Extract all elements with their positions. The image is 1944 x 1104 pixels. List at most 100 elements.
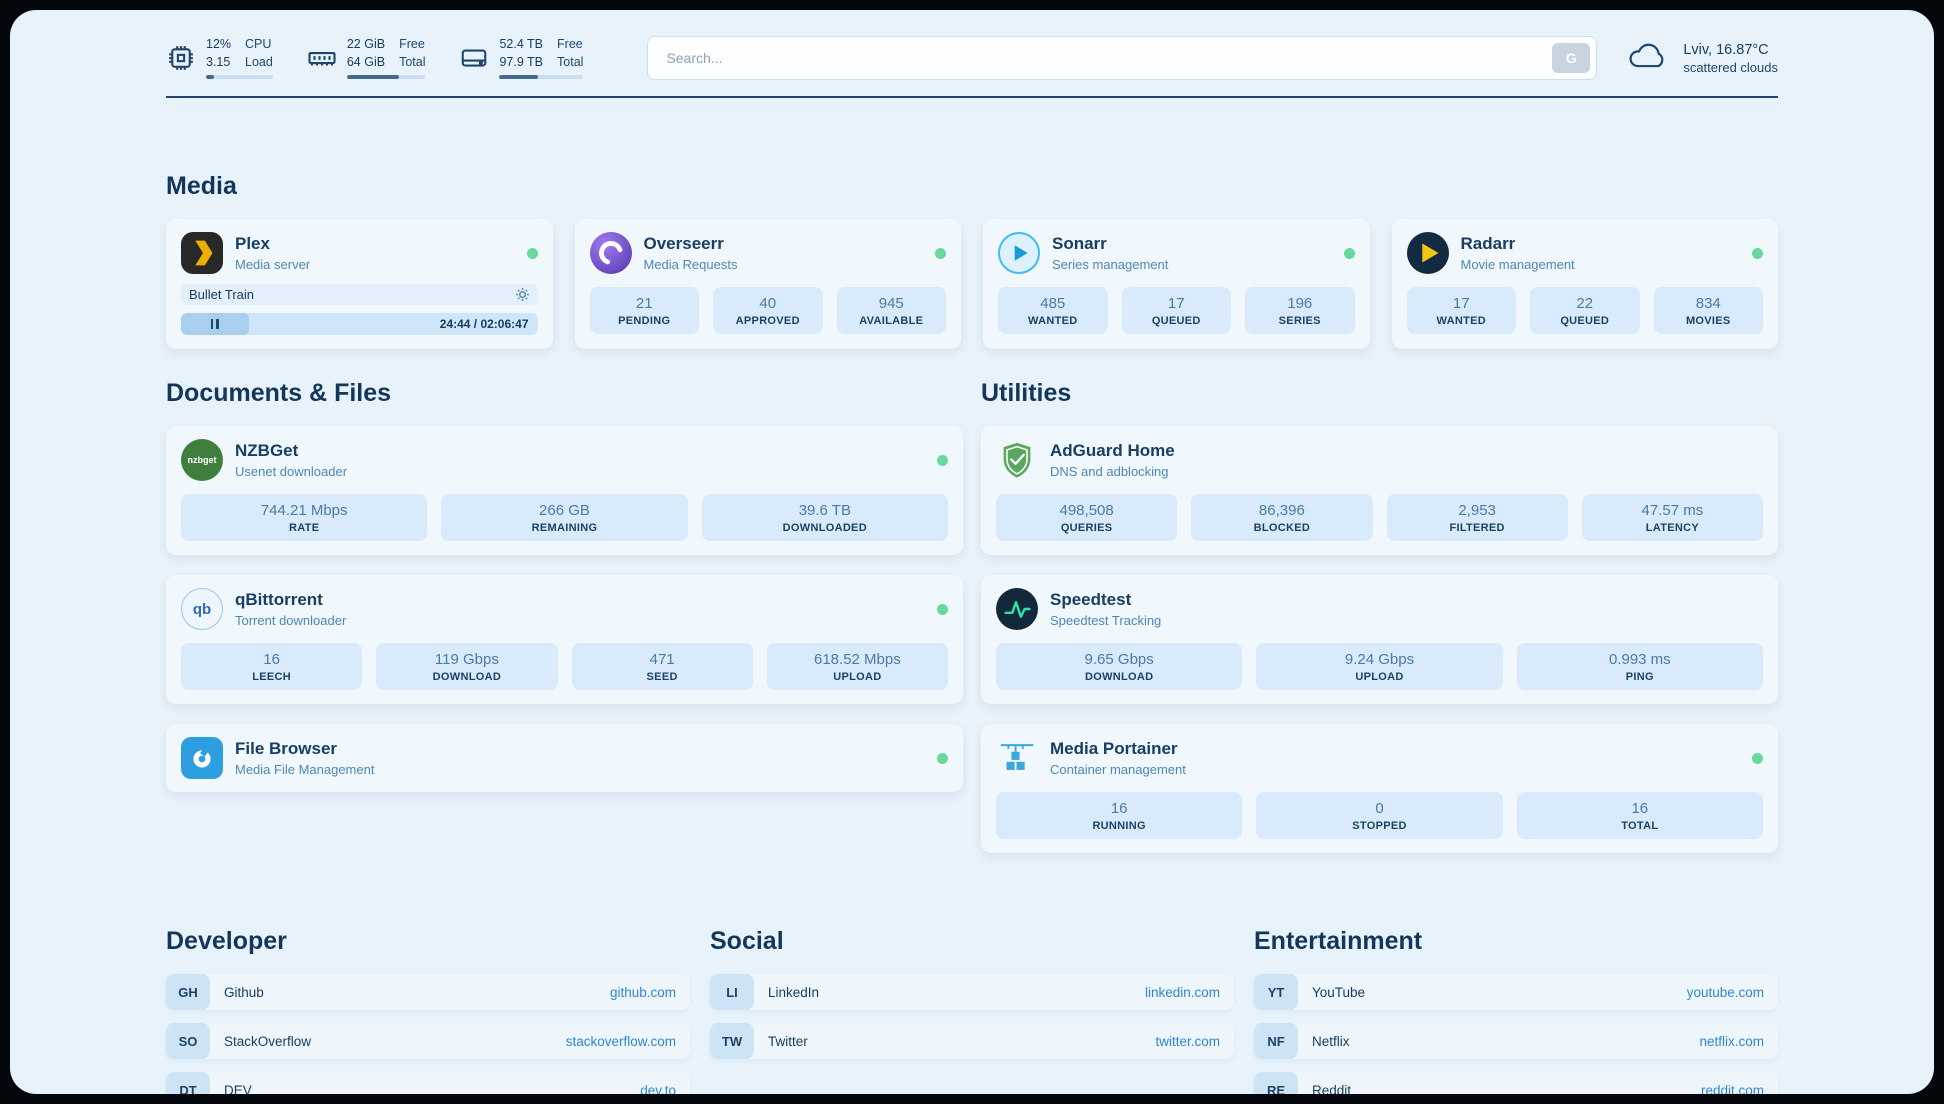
bookmark-abbr: LI: [710, 974, 754, 1010]
bookmark-item-dev[interactable]: DT DEV dev.to: [166, 1072, 690, 1094]
service-card-qbittorrent[interactable]: qb qBittorrent Torrent downloader 16 LEEC…: [166, 575, 963, 704]
radarr-icon: [1406, 232, 1449, 274]
section-documents: Documents & Files nzbget NZBGet Usenet d…: [166, 379, 963, 853]
section-title-developer: Developer: [166, 927, 287, 955]
cpu-label-1: CPU: [245, 36, 272, 51]
bookmark-item-stackoverflow[interactable]: SO StackOverflow stackoverflow.com: [166, 1023, 690, 1059]
service-card-speedtest[interactable]: Speedtest Speedtest Tracking 9.65 Gbps DO…: [981, 575, 1778, 704]
stat-box: 17 WANTED: [1406, 287, 1516, 334]
stat-label: WANTED: [1436, 315, 1486, 327]
playback-progress-bar[interactable]: 24:44 / 02:06:47: [181, 313, 538, 335]
speedtest-icon: [996, 588, 1038, 630]
plex-icon: [181, 232, 223, 274]
memory-usage-bar: [346, 75, 426, 80]
bookmark-item-netflix[interactable]: NF Netflix netflix.com: [1254, 1023, 1778, 1059]
bookmark-abbr: TW: [710, 1023, 754, 1059]
bookmark-item-github[interactable]: GH Github github.com: [166, 974, 690, 1010]
service-card-radarr[interactable]: Radarr Movie management 17 WANTED 22 QUEUE…: [1391, 219, 1778, 349]
bookmark-url[interactable]: twitter.com: [1155, 1033, 1220, 1049]
settings-gear-icon[interactable]: [515, 287, 530, 302]
bookmark-name: StackOverflow: [224, 1033, 312, 1049]
stat-value: 16: [263, 651, 280, 668]
stat-value: 744.21 Mbps: [260, 502, 348, 519]
status-indicator: [526, 247, 538, 259]
section-title-social: Social: [710, 927, 784, 955]
disk-icon: [459, 43, 489, 73]
service-card-plex[interactable]: Plex Media server Bullet Train 24:44 / 0: [166, 219, 553, 349]
service-card-nzbget[interactable]: nzbget NZBGet Usenet downloader 744.21 M…: [166, 426, 963, 555]
stat-box: 266 GB REMAINING: [441, 494, 688, 541]
bookmark-abbr: DT: [166, 1072, 210, 1094]
stat-box: 47.57 ms LATENCY: [1581, 494, 1763, 541]
bookmark-url[interactable]: github.com: [609, 984, 676, 1000]
weather-widget: Lviv, 16.87°C scattered clouds: [1627, 41, 1778, 76]
disk-label-1: Free: [557, 36, 583, 51]
stat-box: 498,508 QUERIES: [996, 494, 1178, 541]
bookmark-item-twitter[interactable]: TW Twitter twitter.com: [710, 1023, 1234, 1059]
stat-label: RUNNING: [1092, 820, 1146, 832]
bookmark-name: Reddit: [1312, 1082, 1352, 1095]
pause-icon[interactable]: [210, 319, 219, 329]
service-description: Media Requests: [643, 257, 738, 272]
service-card-overseerr[interactable]: Overseerr Media Requests 21 PENDING 40 APP…: [574, 219, 961, 349]
stat-label: TOTAL: [1621, 820, 1659, 832]
memory-widget: 22 GiB 64 GiB Free Total: [307, 37, 426, 80]
disk-label-2: Total: [557, 54, 584, 69]
stat-label: MOVIES: [1685, 315, 1731, 327]
bookmark-item-linkedin[interactable]: LI LinkedIn linkedin.com: [710, 974, 1234, 1010]
stat-value: 0: [1375, 800, 1384, 817]
stat-box: 40 APPROVED: [713, 287, 823, 334]
bookmark-abbr: NF: [1254, 1023, 1298, 1059]
service-description: Media server: [235, 257, 311, 272]
stat-value: 945: [878, 295, 904, 312]
bookmark-item-youtube[interactable]: YT YouTube youtube.com: [1254, 974, 1778, 1010]
weather-condition: scattered clouds: [1683, 59, 1778, 75]
bookmark-item-reddit[interactable]: RE Reddit reddit.com: [1254, 1072, 1778, 1094]
now-playing-title: Bullet Train: [189, 287, 255, 302]
bookmark-url[interactable]: dev.to: [640, 1082, 676, 1095]
status-indicator: [1752, 752, 1763, 764]
cpu-label-2: Load: [245, 54, 273, 69]
bookmark-abbr: GH: [166, 974, 210, 1010]
stat-box: 0.993 ms PING: [1516, 643, 1763, 690]
section-title-entertainment: Entertainment: [1254, 927, 1423, 955]
stat-value: 2,953: [1458, 502, 1496, 519]
search-input[interactable]: [664, 49, 1553, 67]
bookmark-url[interactable]: reddit.com: [1700, 1082, 1764, 1095]
stat-box: 16 RUNNING: [996, 792, 1243, 839]
stat-label: DOWNLOAD: [1084, 671, 1154, 683]
memory-label-2: Total: [399, 54, 426, 69]
service-card-filebrowser[interactable]: File Browser Media File Management: [166, 724, 963, 792]
stat-value: 21: [635, 295, 653, 312]
bookmark-url[interactable]: youtube.com: [1686, 984, 1764, 1000]
service-name: Radarr: [1460, 234, 1516, 253]
stat-value: 834: [1695, 295, 1721, 312]
now-playing-row: Bullet Train: [181, 284, 538, 305]
bookmark-url[interactable]: linkedin.com: [1144, 984, 1220, 1000]
stat-label: PING: [1625, 671, 1654, 683]
bookmark-url[interactable]: stackoverflow.com: [565, 1033, 676, 1049]
stat-value: 9.65 Gbps: [1084, 651, 1154, 668]
service-name: Sonarr: [1052, 234, 1107, 253]
section-title-utilities: Utilities: [981, 379, 1072, 407]
stat-value: 9.24 Gbps: [1344, 651, 1415, 668]
search-engine-button[interactable]: G: [1552, 43, 1591, 73]
service-card-sonarr[interactable]: Sonarr Series management 485 WANTED 17 QUE…: [983, 219, 1370, 349]
bookmark-abbr: YT: [1254, 974, 1298, 1010]
service-card-adguard[interactable]: AdGuard Home DNS and adblocking 498,508 Q…: [981, 426, 1778, 555]
status-indicator: [937, 752, 948, 764]
stat-label: SEED: [646, 671, 678, 683]
stat-value: 86,396: [1258, 502, 1305, 519]
service-name: File Browser: [235, 739, 338, 758]
stat-box: 39.6 TB DOWNLOADED: [701, 494, 948, 541]
stat-value: 498,508: [1059, 502, 1114, 519]
stat-label: STOPPED: [1352, 820, 1407, 832]
status-indicator: [1752, 247, 1763, 259]
bookmark-url[interactable]: netflix.com: [1699, 1033, 1764, 1049]
service-card-portainer[interactable]: Media Portainer Container management 16 R…: [981, 724, 1778, 853]
service-name: NZBGet: [235, 441, 299, 460]
stat-box: 17 QUEUED: [1121, 287, 1231, 334]
stat-value: 22: [1576, 295, 1594, 312]
bookmark-group-developer: Developer GH Github github.com SO StackO…: [166, 927, 690, 1094]
service-description: DNS and adblocking: [1050, 464, 1169, 479]
